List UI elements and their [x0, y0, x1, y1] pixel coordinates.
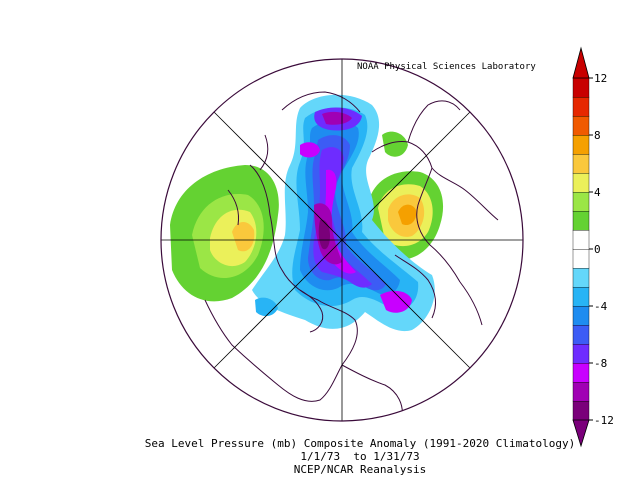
colorbar-cell — [572, 267, 590, 288]
colorbar-cell — [572, 153, 590, 174]
colorbar-cell — [572, 210, 590, 231]
grid-lines — [161, 59, 523, 421]
colorbar-tick-label: 8 — [594, 129, 601, 142]
colorbar-tick-label: 0 — [594, 243, 601, 256]
colorbar-cell — [572, 400, 590, 421]
colorbar-cell — [572, 172, 590, 193]
map-boundary — [160, 58, 524, 422]
anomaly-fill — [170, 94, 444, 332]
coastlines — [204, 91, 499, 419]
colorbar-cell — [572, 305, 590, 326]
colorbar-tick-label: -12 — [594, 414, 614, 427]
colorbar-tick-label: 4 — [594, 186, 601, 199]
colorbar-ticks: 12 8 4 0 -4 -8 -12 — [589, 72, 614, 427]
map-caption: Sea Level Pressure (mb) Composite Anomal… — [0, 437, 640, 476]
colorbar-cell — [572, 96, 590, 117]
colorbar-cell — [572, 134, 590, 155]
credit-label: NOAA Physical Sciences Laboratory — [357, 62, 536, 72]
colorbar-cell — [572, 343, 590, 364]
colorbar-top-arrow — [572, 46, 590, 79]
colorbar-cell — [572, 324, 590, 345]
caption-title: Sea Level Pressure (mb) Composite Anomal… — [144, 437, 576, 450]
colorbar-cell — [572, 362, 590, 383]
colorbar-cell — [572, 77, 590, 98]
colorbar-cell — [572, 248, 590, 269]
caption-dates: 1/1/73 to 1/31/73 — [300, 450, 420, 463]
colorbar-tick-label: 12 — [594, 72, 607, 85]
colorbar-bottom-arrow — [572, 419, 590, 448]
colorbar-cell — [572, 286, 590, 307]
colorbar-tick-label: -4 — [594, 300, 608, 313]
colorbar-cell — [572, 115, 590, 136]
caption-source: NCEP/NCAR Reanalysis — [293, 463, 427, 476]
colorbar-tick-label: -8 — [594, 357, 607, 370]
colorbar-cell — [572, 381, 590, 402]
colorbar-cell — [572, 229, 590, 250]
colorbar-cell — [572, 191, 590, 212]
colorbar-cells — [572, 77, 590, 421]
